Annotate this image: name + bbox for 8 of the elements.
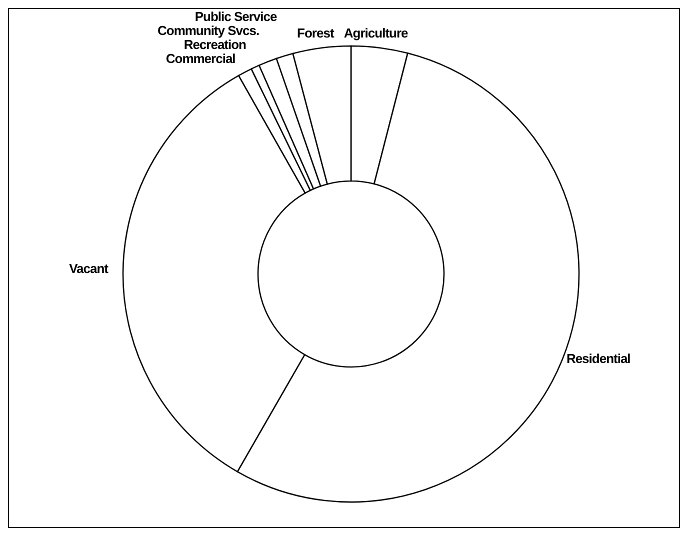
- slice-label: Vacant: [69, 260, 110, 276]
- slice-label: Recreation: [184, 36, 247, 52]
- slice-label: Agriculture: [344, 25, 408, 40]
- slice-label: Public Service: [194, 8, 277, 24]
- slice-label: Forest: [297, 25, 335, 40]
- slice-label: Commercial: [166, 50, 236, 66]
- slice-label: Community Svcs.: [157, 22, 260, 38]
- slice-label: Residential: [566, 351, 630, 366]
